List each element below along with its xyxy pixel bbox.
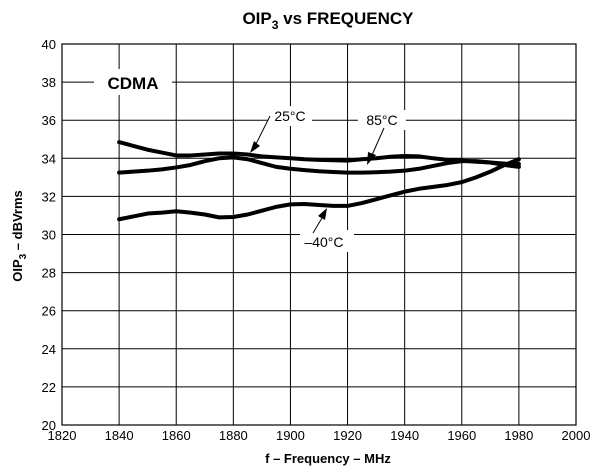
annotation-cdma: CDMA — [108, 74, 159, 93]
x-axis-label: f – Frequency – MHz — [265, 451, 391, 466]
annotation-minus40c-leader — [312, 217, 323, 234]
annotation-85c-leader — [371, 127, 385, 156]
x-tick-label: 1880 — [219, 428, 248, 443]
annotation-25c-leader — [255, 115, 271, 145]
y-tick-label: 36 — [42, 113, 56, 128]
y-tick-label: 32 — [42, 189, 56, 204]
x-tick-label: 1820 — [48, 428, 77, 443]
annotation-minus40c-arrowhead — [318, 208, 327, 220]
x-tick-label: 2000 — [562, 428, 591, 443]
y-axis-label: OIP3 – dBVrms — [10, 190, 29, 282]
series-line-0 — [117, 140, 521, 167]
y-tick-label: 26 — [42, 304, 56, 319]
x-tick-labels: 1820 1840 1860 1880 1900 1920 1940 1960 1980 2000 — [48, 428, 591, 443]
annotation-minus40c: –40°C — [304, 234, 343, 250]
x-tick-label: 1960 — [447, 428, 476, 443]
x-tick-label: 1980 — [504, 428, 533, 443]
y-tick-label: 40 — [42, 37, 56, 52]
x-tick-label: 1840 — [105, 428, 134, 443]
y-tick-label: 20 — [42, 418, 56, 433]
y-tick-label: 34 — [42, 151, 56, 166]
y-tick-label: 24 — [42, 342, 56, 357]
plot-frame — [61, 43, 577, 426]
series-line-2 — [117, 157, 521, 222]
x-tick-label: 1940 — [390, 428, 419, 443]
annotation-25c-arrowhead — [250, 141, 260, 153]
y-tick-labels: 20 22 24 26 28 30 32 34 36 38 40 — [42, 37, 56, 433]
x-tick-label: 1860 — [162, 428, 191, 443]
annotation-25c: 25°C — [274, 108, 305, 124]
x-tick-label: 1920 — [333, 428, 362, 443]
annotation-85c-arrowhead — [367, 152, 376, 165]
chart-title: OIP3 vs FREQUENCY — [242, 9, 414, 32]
y-tick-label: 30 — [42, 228, 56, 243]
x-tick-label: 1900 — [276, 428, 305, 443]
series-lines — [117, 140, 521, 222]
series-line-1 — [117, 155, 521, 175]
y-tick-label: 38 — [42, 75, 56, 90]
y-tick-label: 28 — [42, 266, 56, 281]
annotation-85c: 85°C — [366, 112, 397, 128]
y-tick-label: 22 — [42, 380, 56, 395]
annotations: CDMA 25°C 85°C –40°C — [94, 69, 406, 252]
